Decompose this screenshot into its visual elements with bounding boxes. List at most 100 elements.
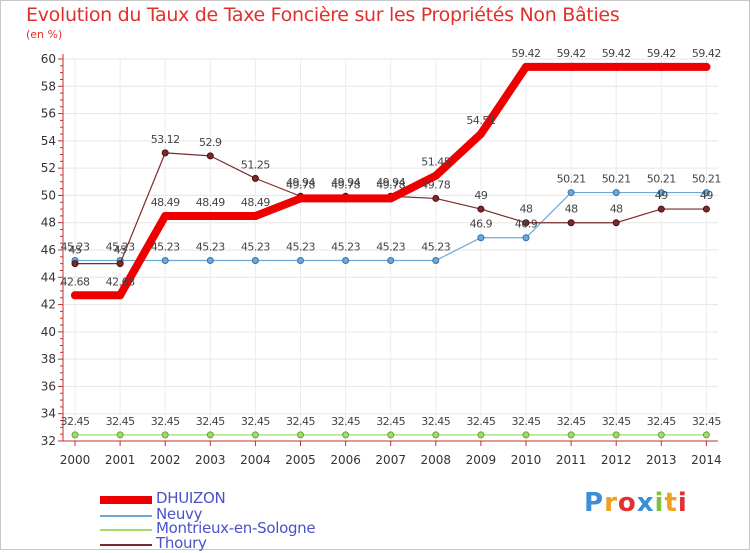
x-tick-label: 2002 <box>150 453 181 467</box>
x-tick-label: 2005 <box>285 453 316 467</box>
data-label: 54.51 <box>466 114 495 127</box>
logo-letter: t <box>664 488 678 518</box>
y-tick-label: 56 <box>41 107 56 121</box>
y-tick-label: 42 <box>41 298 56 312</box>
legend-swatch <box>100 515 152 517</box>
data-label: 48.49 <box>241 196 270 209</box>
proxiti-logo: Proxiti <box>584 488 688 518</box>
x-tick-label: 2011 <box>556 453 587 467</box>
x-tick-label: 2007 <box>375 453 406 467</box>
data-label: 32.45 <box>196 415 225 428</box>
data-label: 45.23 <box>286 241 315 254</box>
x-tick-label: 2001 <box>105 453 136 467</box>
data-point <box>251 212 260 221</box>
x-tick-label: 2004 <box>240 453 271 467</box>
legend-swatch <box>100 496 152 504</box>
legend-label: Thoury <box>156 534 207 552</box>
data-label: 52.9 <box>199 136 222 149</box>
data-label: 32.45 <box>647 415 676 428</box>
data-point <box>206 431 214 439</box>
data-label: 49.94 <box>376 176 405 189</box>
data-label: 45.23 <box>421 241 450 254</box>
data-label: 49.94 <box>331 176 360 189</box>
data-point <box>206 152 214 160</box>
data-point <box>341 194 350 203</box>
data-point <box>71 260 79 268</box>
data-point <box>71 291 79 300</box>
data-label: 48.49 <box>151 196 180 209</box>
data-point <box>342 257 350 265</box>
data-point <box>657 189 665 197</box>
data-label: 32.45 <box>602 415 631 428</box>
data-point <box>71 431 79 439</box>
data-point <box>432 257 440 265</box>
data-label: 45.23 <box>196 241 225 254</box>
y-tick-label: 40 <box>41 325 56 339</box>
data-point <box>477 234 485 242</box>
data-label: 50.21 <box>647 173 676 186</box>
data-label: 51.45 <box>421 156 450 169</box>
data-label: 45 <box>69 244 82 257</box>
legend-swatch <box>100 544 152 546</box>
data-point <box>297 431 304 439</box>
data-point <box>612 189 620 197</box>
data-point <box>702 205 710 213</box>
data-point <box>251 431 259 439</box>
data-point <box>612 431 620 439</box>
data-label: 45.23 <box>331 241 360 254</box>
logo-letter: r <box>604 488 618 518</box>
data-label: 50.21 <box>602 173 631 186</box>
logo-letter: o <box>617 488 637 518</box>
x-tick-label: 2009 <box>466 453 497 467</box>
data-point <box>657 205 665 213</box>
data-label: 32.45 <box>331 415 360 428</box>
data-point <box>116 291 125 300</box>
x-tick-label: 2010 <box>511 453 542 467</box>
data-label: 45 <box>114 244 127 257</box>
data-point <box>342 431 350 439</box>
logo-letter: i <box>677 488 688 518</box>
data-label: 48 <box>565 203 578 216</box>
data-point <box>387 431 395 439</box>
legend-swatch <box>100 529 152 531</box>
data-label: 59.42 <box>512 47 541 60</box>
data-label: 50.21 <box>692 173 721 186</box>
data-point <box>297 257 304 265</box>
x-tick-label: 2000 <box>60 453 91 467</box>
data-label: 32.45 <box>376 415 405 428</box>
data-point <box>386 194 395 203</box>
data-label: 32.45 <box>61 415 90 428</box>
y-tick-label: 60 <box>41 52 56 66</box>
legend-label: Montrieux-en-Sologne <box>156 519 316 537</box>
data-point <box>567 431 575 439</box>
data-label: 32.45 <box>692 415 721 428</box>
y-axis-unit-label: (en %) <box>26 28 63 41</box>
data-point <box>161 257 169 265</box>
data-point <box>161 149 169 157</box>
x-tick-label: 2006 <box>330 453 361 467</box>
data-point <box>161 431 169 439</box>
y-tick-label: 52 <box>41 161 56 175</box>
data-point <box>431 171 440 180</box>
data-label: 49.78 <box>286 178 315 191</box>
data-point <box>702 62 711 71</box>
data-point <box>522 219 530 227</box>
data-label: 49.94 <box>286 176 315 189</box>
data-point <box>477 205 485 213</box>
y-tick-label: 38 <box>41 352 56 366</box>
data-label: 59.42 <box>647 47 676 60</box>
logo-letter: P <box>584 488 605 518</box>
data-label: 45.23 <box>376 241 405 254</box>
data-label: 49 <box>700 189 713 202</box>
data-label: 32.45 <box>106 415 135 428</box>
data-label: 48 <box>610 203 623 216</box>
data-point <box>612 219 620 227</box>
data-point <box>702 431 710 439</box>
data-point <box>522 431 530 439</box>
data-label: 46.9 <box>470 218 493 231</box>
data-label: 45.23 <box>241 241 270 254</box>
x-tick-label: 2013 <box>646 453 677 467</box>
y-tick-label: 54 <box>41 134 56 148</box>
data-label: 45.23 <box>151 241 180 254</box>
